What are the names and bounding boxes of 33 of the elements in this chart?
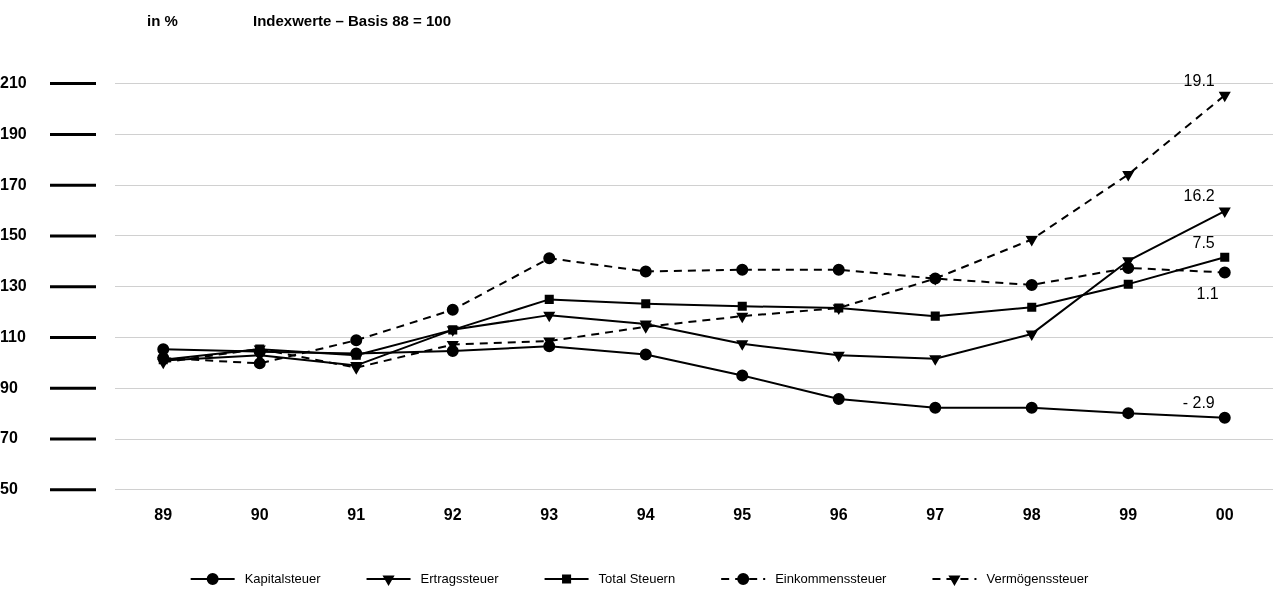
y-tick-label: 130 xyxy=(0,277,27,295)
annotation: 19.1 xyxy=(1183,71,1215,89)
y-tick-label: 90 xyxy=(0,378,18,396)
legend-label: Total Steuern xyxy=(598,570,676,586)
annotation: - 2.9 xyxy=(1182,394,1215,412)
x-tick-label: 95 xyxy=(733,505,752,523)
y-tick-label: 150 xyxy=(0,226,27,244)
y-tick-label: 190 xyxy=(0,124,27,142)
legend-label: Einkommenssteuer xyxy=(775,570,888,586)
x-tick-label: 00 xyxy=(1215,505,1234,523)
x-tick-label: 98 xyxy=(1022,505,1041,523)
x-tick-label: 91 xyxy=(347,505,366,523)
y-tick-label: 210 xyxy=(0,74,27,92)
y-axis-title: in % xyxy=(147,12,178,29)
y-tick-label: 170 xyxy=(0,175,27,193)
x-tick-label: 92 xyxy=(443,505,462,523)
annotation: 16.2 xyxy=(1183,187,1215,205)
x-tick-label: 96 xyxy=(829,505,848,523)
annotation: 7.5 xyxy=(1192,233,1215,251)
legend-label: Kapitalsteuer xyxy=(244,570,322,586)
x-tick-label: 90 xyxy=(250,505,269,523)
chart-title: Indexwerte – Basis 88 = 100 xyxy=(253,12,452,29)
legend-label: Vermögenssteuer xyxy=(986,570,1090,586)
x-tick-label: 99 xyxy=(1119,505,1138,523)
annotation: 1.1 xyxy=(1196,284,1219,302)
legend-label: Ertragssteuer xyxy=(420,570,500,586)
x-tick-label: 94 xyxy=(636,505,655,523)
y-tick-label: 110 xyxy=(0,327,26,345)
x-tick-label: 89 xyxy=(154,505,173,523)
x-tick-label: 93 xyxy=(540,505,559,523)
y-tick-label: 50 xyxy=(0,480,18,498)
x-tick-label: 97 xyxy=(926,505,945,523)
y-tick-label: 70 xyxy=(0,429,18,447)
